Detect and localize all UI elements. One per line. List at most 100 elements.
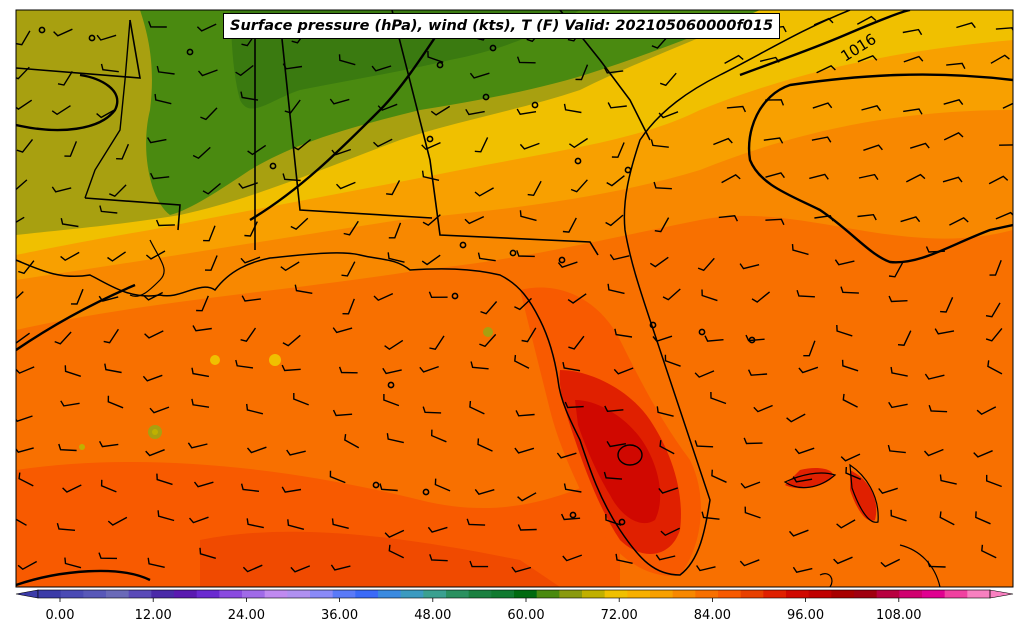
- wind-barb: [788, 529, 809, 537]
- wind-barb: [157, 510, 175, 522]
- colorbar: [15, 589, 1014, 602]
- wind-barb: [204, 255, 218, 271]
- wind-barb: [434, 478, 451, 492]
- wind-barb: [560, 513, 581, 521]
- colorbar-swatch: [106, 590, 130, 598]
- wind-barb: [16, 415, 33, 423]
- wind-barb: [290, 217, 309, 230]
- colorbar-swatch: [582, 590, 606, 598]
- calm-wind-marker: [574, 157, 582, 165]
- wind-barb: [568, 335, 585, 350]
- colorbar-swatch: [196, 590, 220, 598]
- wind-barb: [191, 398, 210, 408]
- wind-barb: [107, 395, 124, 409]
- wind-barb: [188, 516, 209, 524]
- wind-barb: [888, 295, 908, 303]
- wind-barb: [786, 413, 806, 423]
- calm-wind-marker: [618, 518, 626, 526]
- wind-barb: [812, 102, 833, 109]
- wind-barb: [694, 370, 715, 378]
- wind-barb: [332, 327, 353, 334]
- map-title: Surface pressure (hPa), wind (kts), T (F…: [223, 13, 781, 39]
- wind-barb: [388, 544, 405, 559]
- colorbar-swatch: [355, 590, 379, 598]
- wind-barb: [724, 54, 744, 65]
- coastlines-and-borders: [16, 10, 941, 587]
- wind-barb: [196, 23, 217, 32]
- wind-barb: [469, 400, 485, 415]
- colorbar-min-extend: [15, 589, 39, 599]
- wind-barb: [975, 511, 991, 525]
- wind-barb: [16, 518, 27, 526]
- wind-barb: [814, 215, 834, 222]
- wind-barb: [903, 55, 924, 63]
- wind-barb: [650, 139, 669, 148]
- calm-wind-marker: [649, 321, 657, 329]
- wind-barb: [986, 474, 1002, 488]
- wind-barb: [246, 446, 267, 454]
- wind-barb: [344, 434, 360, 449]
- wind-barb: [386, 433, 404, 444]
- colorbar-swatch: [718, 590, 742, 598]
- wind-barb: [342, 298, 355, 315]
- wind-barb: [981, 544, 997, 559]
- wind-barb: [427, 50, 444, 63]
- wind-barb: [16, 138, 34, 153]
- wind-barb: [64, 365, 82, 377]
- wind-barb: [193, 481, 214, 488]
- wind-barb: [614, 328, 633, 338]
- colorbar-swatch: [944, 590, 968, 598]
- wind-barb: [659, 440, 675, 455]
- wind-barb: [18, 260, 35, 275]
- wind-barb: [16, 366, 35, 374]
- wind-barb: [427, 526, 448, 533]
- wind-barb: [143, 291, 164, 301]
- wind-barb: [17, 560, 38, 571]
- colorbar-max-extend: [989, 589, 1014, 599]
- wind-barb: [923, 448, 944, 457]
- wind-barb: [888, 401, 908, 409]
- wind-barb: [240, 483, 260, 492]
- colorbar-swatch: [899, 590, 923, 598]
- wind-barb: [603, 471, 623, 480]
- wind-barb: [98, 440, 119, 448]
- colorbar-swatch: [310, 590, 334, 598]
- wind-barb: [341, 261, 356, 277]
- wind-barb: [928, 404, 948, 413]
- wind-barb: [710, 391, 727, 405]
- wind-barb: [466, 518, 486, 526]
- wind-barb: [156, 473, 173, 486]
- wind-barb: [925, 246, 945, 253]
- wind-barb: [469, 72, 490, 79]
- colorbar-swatch: [786, 590, 810, 598]
- wind-barb: [605, 214, 624, 227]
- wind-barb: [70, 288, 84, 305]
- calm-wind-marker: [531, 101, 539, 109]
- wind-barb: [330, 564, 351, 571]
- calm-wind-marker: [436, 61, 444, 69]
- wind-barb: [696, 565, 716, 572]
- wind-barb: [235, 359, 254, 369]
- calm-wind-marker: [748, 336, 756, 344]
- wind-barb: [419, 365, 439, 373]
- colorbar-swatch: [151, 590, 175, 598]
- wind-barb: [803, 340, 816, 357]
- wind-barb: [145, 250, 166, 260]
- wind-barb: [704, 335, 724, 342]
- wind-barb: [718, 215, 739, 222]
- wind-barb: [200, 107, 218, 121]
- wind-barb: [109, 184, 127, 198]
- wind-barb: [841, 359, 859, 372]
- wind-barb: [765, 218, 785, 226]
- wind-barb: [949, 217, 969, 226]
- wind-barb: [739, 559, 760, 567]
- wind-barb: [701, 511, 720, 520]
- wind-barb: [290, 565, 311, 573]
- wind-barb: [880, 558, 901, 568]
- wind-barb: [721, 174, 741, 184]
- temperature-field: [16, 10, 1013, 587]
- wind-barb: [909, 142, 930, 149]
- wind-barb: [653, 181, 672, 190]
- wind-barb: [430, 429, 447, 443]
- colorbar-swatch: [740, 590, 764, 598]
